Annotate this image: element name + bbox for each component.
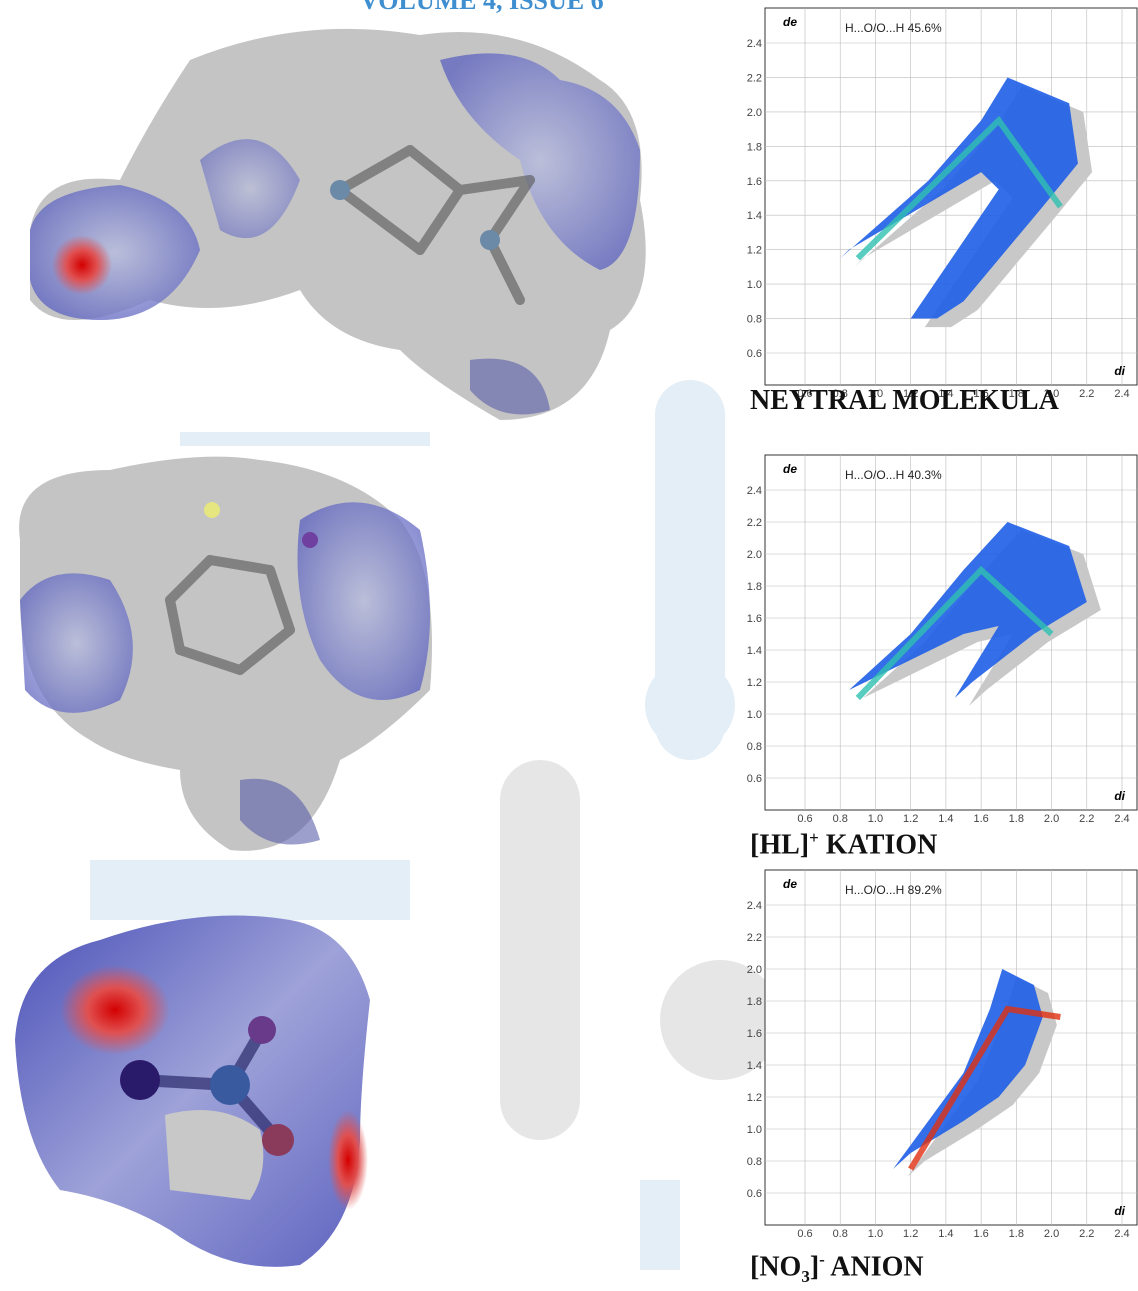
y-tick-label: 1.8 (747, 141, 762, 153)
plot-label: H...O/O...H 40.3% (845, 468, 942, 482)
y-tick-label: 2.0 (747, 549, 762, 561)
x-tick-label: 2.4 (1114, 1228, 1129, 1240)
x-tick-label: 1.6 (973, 1228, 988, 1240)
y-tick-label: 1.8 (747, 581, 762, 593)
y-tick-label: 0.6 (747, 1188, 762, 1200)
y-axis-label: de (783, 877, 797, 891)
x-tick-label: 1.2 (903, 813, 918, 825)
caption-part: ANION (825, 1251, 924, 1282)
caption: NEYTRAL MOLEKULA (750, 385, 1059, 417)
x-tick-label: 2.4 (1114, 388, 1129, 400)
y-tick-label: 1.4 (747, 1060, 762, 1072)
x-tick-label: 1.0 (868, 1228, 883, 1240)
y-tick-label: 0.8 (747, 314, 762, 326)
y-axis-label: de (783, 15, 797, 29)
caption-part: [HL] (750, 829, 809, 860)
x-axis-label: di (1114, 1204, 1125, 1218)
y-tick-label: 2.4 (747, 900, 762, 912)
y-tick-label: 2.2 (747, 517, 762, 529)
y-tick-label: 1.0 (747, 709, 762, 721)
x-tick-label: 1.2 (903, 1228, 918, 1240)
y-tick-label: 2.2 (747, 932, 762, 944)
x-tick-label: 2.0 (1044, 1228, 1059, 1240)
x-tick-label: 2.2 (1079, 1228, 1094, 1240)
y-tick-label: 2.4 (747, 38, 762, 50)
x-tick-label: 1.8 (1009, 813, 1024, 825)
x-tick-label: 1.0 (868, 813, 883, 825)
y-tick-label: 0.8 (747, 1156, 762, 1168)
y-tick-label: 1.6 (747, 176, 762, 188)
x-tick-label: 1.4 (938, 1228, 953, 1240)
y-tick-label: 1.4 (747, 210, 762, 222)
x-axis-label: di (1114, 789, 1125, 803)
x-tick-label: 2.2 (1079, 388, 1094, 400)
page: VOLUME 4, ISSUE 6 2.42.22.01.81.61.41.21… (0, 0, 1138, 1291)
y-tick-label: 2.4 (747, 485, 762, 497)
y-tick-label: 1.6 (747, 613, 762, 625)
x-tick-label: 1.8 (1009, 1228, 1024, 1240)
x-tick-label: 1.6 (973, 813, 988, 825)
x-tick-label: 0.8 (833, 813, 848, 825)
y-tick-label: 2.0 (747, 107, 762, 119)
caption-part: ] (810, 1251, 819, 1282)
y-tick-label: 1.2 (747, 245, 762, 257)
plot-label: H...O/O...H 45.6% (845, 21, 942, 35)
caption-part: + (809, 828, 819, 847)
y-tick-label: 1.0 (747, 1124, 762, 1136)
y-tick-label: 0.6 (747, 773, 762, 785)
y-tick-label: 1.4 (747, 645, 762, 657)
plot-label: H...O/O...H 89.2% (845, 883, 942, 897)
caption: [NO3]- ANION (750, 1250, 924, 1287)
y-tick-label: 1.6 (747, 1028, 762, 1040)
x-tick-label: 0.6 (797, 813, 812, 825)
x-tick-label: 1.4 (938, 813, 953, 825)
caption-part: NEYTRAL MOLEKULA (750, 385, 1059, 416)
y-tick-label: 1.2 (747, 1092, 762, 1104)
plot-frame (765, 870, 1137, 1225)
y-tick-label: 1.0 (747, 279, 762, 291)
x-tick-label: 2.4 (1114, 813, 1129, 825)
y-tick-label: 2.0 (747, 964, 762, 976)
y-tick-label: 2.2 (747, 72, 762, 84)
x-axis-label: di (1114, 364, 1125, 378)
y-tick-label: 1.8 (747, 996, 762, 1008)
caption-part: [NO (750, 1251, 801, 1282)
x-tick-label: 0.6 (797, 1228, 812, 1240)
y-tick-label: 1.2 (747, 677, 762, 689)
caption-part: 3 (801, 1267, 810, 1286)
x-tick-label: 0.8 (833, 1228, 848, 1240)
caption-part: KATION (819, 829, 938, 860)
x-tick-label: 2.2 (1079, 813, 1094, 825)
x-tick-label: 2.0 (1044, 813, 1059, 825)
y-axis-label: de (783, 462, 797, 476)
caption: [HL]+ KATION (750, 828, 937, 861)
y-tick-label: 0.8 (747, 741, 762, 753)
y-tick-label: 0.6 (747, 348, 762, 360)
fingerprint-plots: 2.4 2.2 2.0 1.8 1.6 1.4 1.2 1.0 0.8 0.6 0.6 0.8 1.0 1… (0, 0, 1138, 1291)
